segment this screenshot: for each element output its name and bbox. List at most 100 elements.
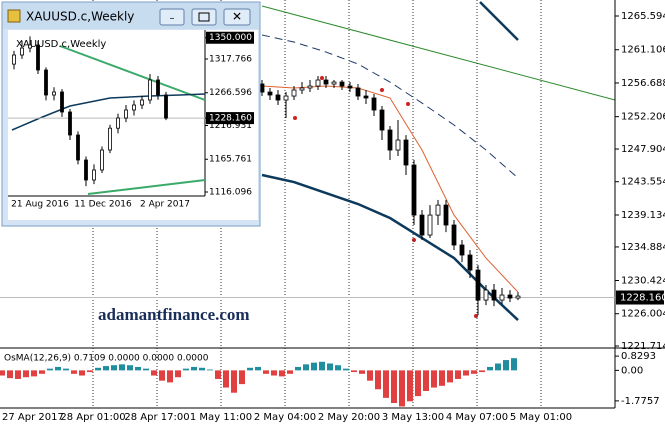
histogram-bar (479, 370, 485, 373)
candle-body (499, 294, 505, 301)
histogram-bar (391, 370, 397, 404)
histogram-bar (423, 370, 429, 391)
histogram-bar (183, 368, 189, 371)
inset-y-tick-label: 1165.761 (209, 155, 252, 165)
x-tick-label: 27 Apr 2017 (2, 412, 64, 423)
histogram-bar (335, 365, 341, 371)
fractal (293, 116, 297, 120)
candle-body (156, 79, 160, 96)
candle-body (459, 244, 465, 256)
histogram-bar (135, 366, 141, 371)
candle-body (347, 85, 353, 89)
trend-line (87, 179, 206, 195)
trend-line (59, 45, 206, 101)
histogram-bar (199, 367, 205, 371)
candle-body (108, 127, 112, 151)
histogram-bar (0, 370, 5, 376)
y-tick-label: 1243.554 (621, 177, 665, 188)
candle-body (387, 129, 393, 151)
histogram-bar (351, 370, 357, 373)
x-tick-label: 3 May 13:00 (382, 412, 444, 423)
indicator-line (261, 34, 519, 179)
candle-body (140, 99, 144, 106)
x-tick-label: 2 May 04:00 (254, 412, 316, 423)
fractal (320, 76, 324, 80)
y-tick-label: 1261.106 (621, 45, 665, 56)
current-price-box (616, 290, 664, 305)
histogram-bar (455, 370, 461, 379)
histogram-bar (127, 365, 133, 371)
candle-body (84, 159, 88, 181)
candle-body (483, 289, 489, 301)
histogram-bar (399, 370, 405, 407)
x-tick-label: 28 Apr 17:00 (124, 412, 189, 423)
histogram-bar (511, 358, 517, 371)
histogram-bar (23, 370, 29, 378)
candle-body (507, 294, 513, 299)
histogram-bar (487, 366, 493, 371)
minimize-icon: – (170, 13, 175, 24)
histogram-bar (191, 366, 197, 371)
watermark: adamantfinance.com (98, 305, 250, 324)
histogram-bar (175, 370, 181, 378)
price-label-box (206, 112, 254, 125)
histogram-bar (255, 366, 261, 371)
histogram-bar (111, 365, 117, 371)
histogram-bar (327, 363, 333, 371)
histogram-bar (375, 370, 381, 390)
candle-body (116, 117, 120, 129)
histogram-bar (231, 370, 237, 393)
histogram-bar (367, 370, 373, 381)
restore-button[interactable] (191, 8, 217, 26)
close-button[interactable] (223, 8, 251, 26)
histogram-bar (79, 370, 85, 376)
inset-x-tick-label: 21 Aug 2016 (11, 200, 69, 210)
histogram-bar (303, 364, 309, 371)
candle-body (36, 44, 40, 71)
candle-body (275, 94, 281, 101)
inset-y-tick-label: 1266.596 (209, 88, 252, 98)
candle-body (52, 91, 56, 96)
candle-body (491, 289, 497, 301)
inset-y-tick-label: 1350.000 (209, 33, 252, 43)
histogram-bar (279, 370, 285, 377)
histogram-bar (359, 370, 365, 374)
fractal (406, 102, 410, 106)
histogram-bar (495, 363, 501, 371)
y-tick-label: -1.7757 (621, 396, 660, 407)
inset-y-tick-label: 1228.160 (209, 114, 252, 124)
close-icon: ✕ (232, 10, 242, 24)
histogram-bar (143, 368, 149, 371)
histogram-bar (463, 370, 469, 376)
y-tick-label: 1256.688 (621, 78, 665, 89)
histogram-bar (215, 370, 221, 379)
minimize-button[interactable] (159, 8, 185, 26)
y-tick-label: 1247.904 (621, 144, 665, 155)
candle-body (20, 47, 24, 56)
candle-body (28, 44, 32, 49)
inset-y-tick-label: 1116.096 (209, 187, 252, 197)
candle-body (363, 95, 369, 99)
histogram-bar (7, 370, 13, 379)
histogram-bar (103, 366, 109, 371)
candle-body (124, 109, 128, 119)
candle-body (451, 224, 457, 246)
candle-body (76, 134, 80, 161)
candle-body (315, 79, 321, 87)
histogram-bar (239, 370, 245, 385)
histogram-bar (71, 370, 77, 374)
histogram-bar (271, 370, 277, 376)
histogram-bar (47, 368, 53, 371)
inset-window: XAUUSD.c,Weekly – ✕ XAUUSD.c,Weekly 1350… (1, 1, 261, 227)
candle-body (307, 85, 313, 89)
candle-body (44, 69, 48, 96)
y-tick-label: 1265.594 (621, 11, 665, 22)
x-tick-label: 4 May 07:00 (446, 412, 508, 423)
candle-body (148, 79, 152, 101)
trend-line (479, 1, 519, 41)
fractal (380, 88, 384, 92)
histogram-bar (343, 368, 349, 371)
candle-body (435, 204, 441, 216)
histogram-bar (319, 361, 325, 371)
